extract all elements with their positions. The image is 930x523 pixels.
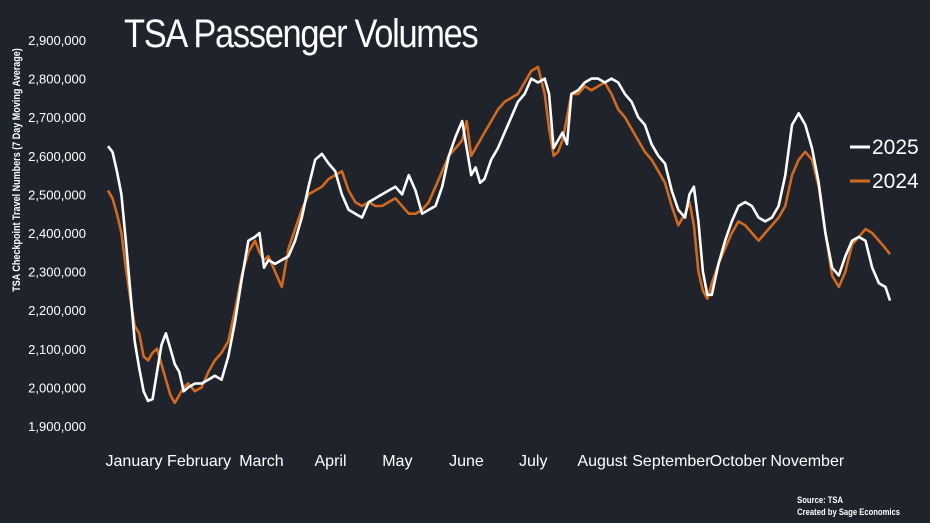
- y-tick-label: 1,900,000: [28, 419, 86, 434]
- legend-label-2024: 2024: [872, 170, 919, 193]
- x-tick-label-july: July: [519, 453, 547, 470]
- series-line-2024: [106, 65, 892, 405]
- y-tick-label: 2,400,000: [28, 226, 86, 241]
- x-tick-label-june: June: [449, 453, 484, 470]
- x-tick-label-march: March: [239, 453, 283, 470]
- legend-label-2025: 2025: [872, 136, 919, 159]
- x-tick-label-april: April: [315, 453, 347, 470]
- chart-title: TSA Passenger Volumes: [124, 12, 479, 56]
- y-tick-label: 2,800,000: [28, 72, 86, 87]
- source-note: Source: TSA Created by Sage Economics: [797, 494, 900, 518]
- series-line-2025: [106, 77, 892, 403]
- x-tick-label-august: August: [577, 453, 627, 470]
- x-tick-label-october: October: [710, 453, 768, 470]
- legend: 2025 2024: [850, 136, 919, 193]
- y-axis-ticks: 1,900,000 2,000,000 2,100,000 2,200,000 2,30…: [28, 33, 86, 434]
- x-tick-label-may: May: [382, 453, 412, 470]
- y-tick-label: 2,600,000: [28, 149, 86, 164]
- x-axis-ticks: January February March April May June July Augu…: [106, 453, 845, 470]
- y-tick-label: 2,300,000: [28, 265, 86, 280]
- y-tick-label: 2,100,000: [28, 342, 86, 357]
- x-tick-label-september: September: [632, 453, 711, 470]
- y-tick-label: 2,500,000: [28, 187, 86, 202]
- source-line: Source: TSA: [797, 495, 844, 505]
- x-tick-label-february: February: [167, 453, 231, 470]
- y-tick-label: 2,000,000: [28, 380, 86, 395]
- x-tick-label-january: January: [106, 453, 163, 470]
- series-lines: [106, 65, 892, 405]
- y-tick-label: 2,900,000: [28, 33, 86, 48]
- y-tick-label: 2,200,000: [28, 303, 86, 318]
- x-tick-label-november: November: [770, 453, 844, 470]
- credit-line: Created by Sage Economics: [797, 507, 900, 517]
- y-tick-label: 2,700,000: [28, 110, 86, 125]
